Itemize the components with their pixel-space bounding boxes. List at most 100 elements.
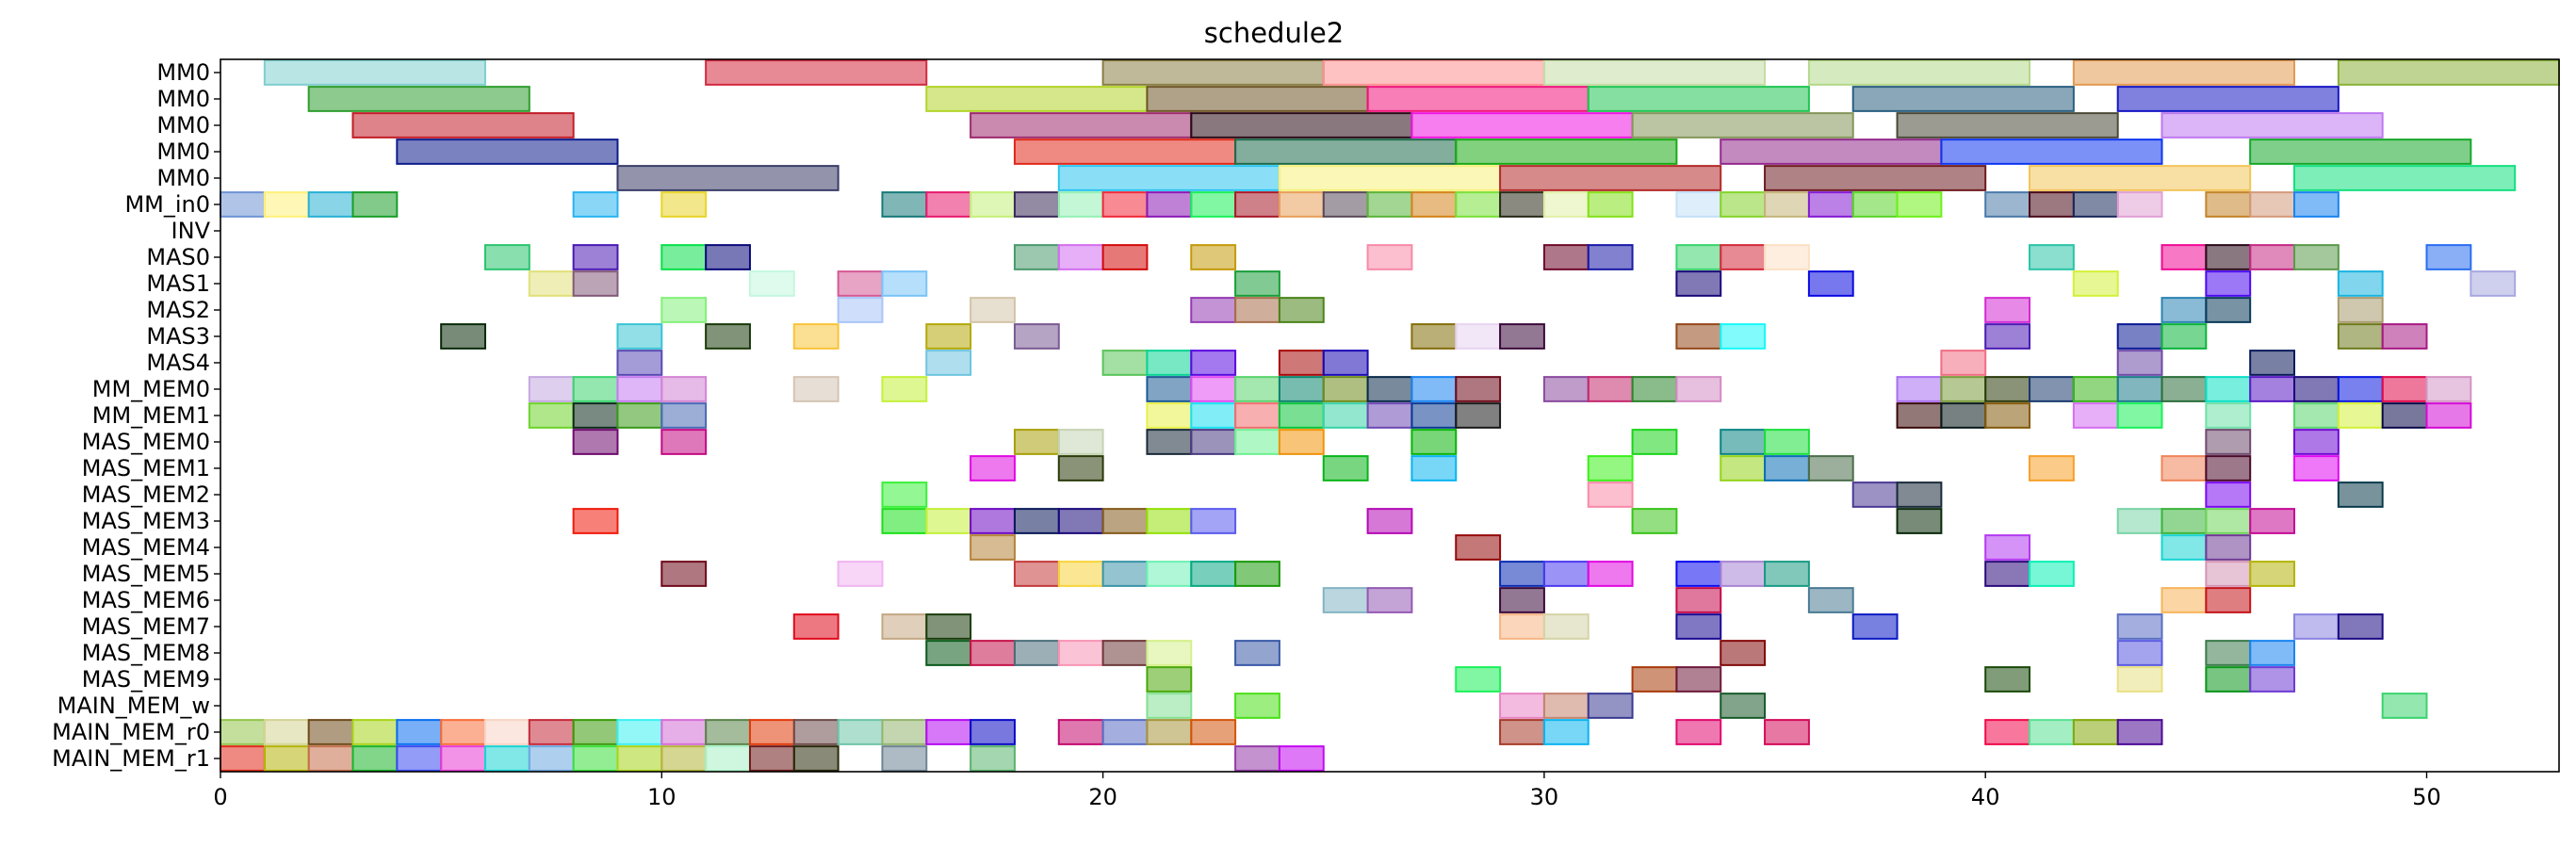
task-bar [1675,561,1722,587]
task-bar [351,191,399,218]
task-bar [1542,613,1590,640]
task-bar [2249,508,2296,534]
task-bar [1455,376,1502,402]
task-bar [1499,191,1545,218]
task-bar [2205,244,2252,270]
y-tick-label: MAS3 [146,323,210,350]
task-bar [1057,508,1104,534]
task-bar [2425,244,2472,270]
task-bar [1190,402,1237,429]
task-bar [220,745,266,772]
task-bar [1146,191,1193,218]
x-tick-label: 20 [1088,784,1117,810]
task-bar [2293,613,2340,640]
task-bar [396,745,443,772]
task-bar [1057,165,1280,191]
task-bar [1013,323,1060,350]
task-bar [2029,376,2075,402]
task-bar [1499,323,1545,350]
task-bar [1984,402,2031,429]
task-bar [1410,429,1458,455]
y-tick-label: MAS_MEM0 [82,429,210,455]
task-bar [1322,376,1369,402]
task-bar [1057,640,1104,666]
y-tick-label: MM_MEM1 [92,402,210,429]
task-bar [572,270,619,297]
task-bar [1542,244,1590,270]
task-bar [1720,455,1767,481]
task-bar [1234,561,1280,587]
task-bar [881,191,928,218]
task-bar [1984,323,2031,350]
task-bar [1146,86,1369,112]
task-bar [2293,455,2340,481]
task-bar [1190,244,1237,270]
task-bar [1764,719,1810,745]
task-bar [1234,693,1280,719]
task-bar [2337,270,2384,297]
task-bar [351,112,575,139]
task-bar [1234,376,1280,402]
task-bar [925,323,972,350]
task-bar [2072,402,2119,429]
task-bar [660,745,708,772]
task-bar [1410,112,1634,139]
task-bar [1057,719,1104,745]
task-bar [351,745,399,772]
task-bar [1278,429,1325,455]
task-bar [970,112,1193,139]
task-bar [1278,191,1325,218]
task-bar [528,402,575,429]
task-bar [263,745,310,772]
task-bar [1720,191,1767,218]
task-bar [1057,455,1104,481]
y-tick-label: MAIN_MEM_w [57,693,210,719]
task-bar [2029,244,2075,270]
task-bar [970,745,1016,772]
task-bar [2293,429,2340,455]
task-bar [970,191,1016,218]
task-bar [2160,587,2208,613]
task-bar [1366,191,1413,218]
task-bar [2205,455,2252,481]
task-bar [2425,402,2472,429]
task-bar [396,139,619,165]
task-bar [1940,139,2163,165]
task-bar [660,402,708,429]
task-bar [1322,350,1369,376]
task-bar [1234,139,1458,165]
task-bar [1675,613,1722,640]
x-tick-label: 0 [213,784,227,810]
y-tick-label: MAIN_MEM_r0 [52,719,210,745]
task-bar [1720,139,1943,165]
task-bar [2116,191,2163,218]
task-bar [1234,270,1280,297]
task-bar [2160,376,2208,402]
task-bar [1278,297,1325,323]
task-bar [2249,191,2296,218]
task-bar [1190,719,1237,745]
task-bar [837,297,884,323]
task-bar [1057,191,1104,218]
task-bar [572,376,619,402]
task-bar [2337,481,2384,508]
task-bar [1366,244,1413,270]
task-bar [1366,376,1413,402]
task-bar [2205,640,2252,666]
task-bar [1631,112,1854,139]
task-bar [1366,402,1413,429]
task-bar [748,719,795,745]
task-bar [1013,191,1060,218]
task-bar [263,719,310,745]
task-bar [1190,508,1237,534]
task-bar [483,719,530,745]
y-tick-label: MAS_MEM2 [82,481,210,508]
task-bar [1896,376,1943,402]
task-bar [1146,561,1193,587]
task-bar [1013,508,1060,534]
task-bar [616,350,663,376]
task-bar [1631,508,1678,534]
task-bar [660,719,708,745]
y-tick-label: MAS1 [146,270,210,297]
task-bar [1410,455,1458,481]
